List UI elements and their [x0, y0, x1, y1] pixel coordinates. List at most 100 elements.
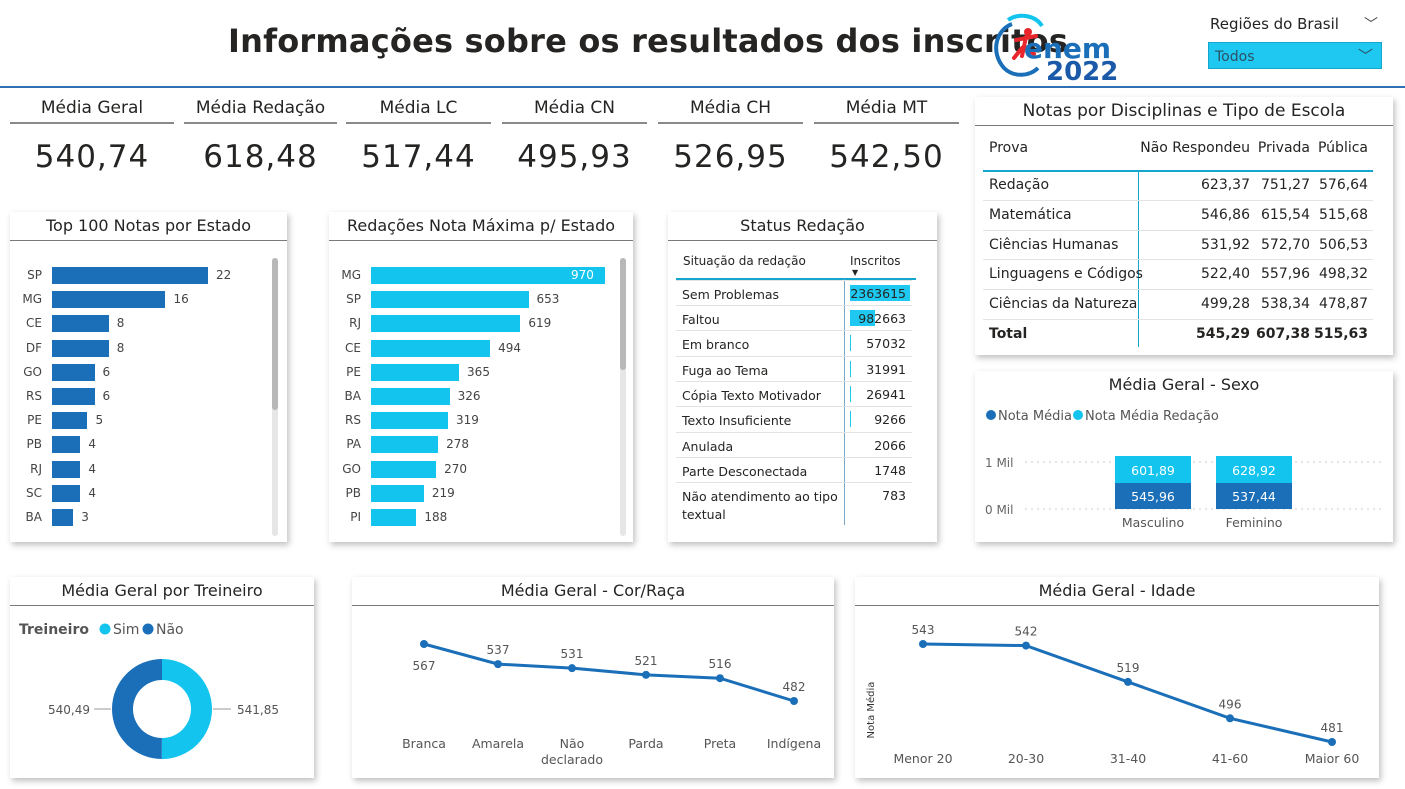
legend-label: Sim	[113, 622, 139, 638]
stack-bar-nota-media	[1216, 483, 1292, 509]
bar-value-label: 545,96	[1131, 489, 1175, 504]
bar-category-label: BA	[344, 389, 361, 403]
col-header-nao-respondeu[interactable]: Não Respondeu	[1140, 140, 1250, 156]
data-value-label: 542	[1015, 625, 1038, 639]
status-redacao-panel[interactable]: Status Redação Situação da redação Inscr…	[668, 212, 937, 542]
status-col-situacao[interactable]: Situação da redação	[683, 254, 806, 268]
row-divider	[983, 229, 1373, 231]
data-point	[420, 640, 428, 648]
bar-value-label: 619	[528, 316, 552, 331]
treineiro-panel[interactable]: Média Geral por Treineiro Treineiro Sim Nã…	[10, 577, 314, 778]
scroll-thumb[interactable]	[272, 258, 278, 410]
kpi-media-cn: Média CN 495,93	[502, 98, 647, 193]
treineiro-chart: Treineiro Sim Não 541,85 540,49	[19, 622, 279, 759]
slicer-collapse-icon[interactable]: ﹀	[1364, 17, 1378, 33]
scrollbar[interactable]	[620, 258, 626, 536]
cell-nao-respondeu: 499,28	[1201, 296, 1250, 313]
cell-nao-respondeu: 522,40	[1201, 266, 1250, 283]
bar-value-label: 188	[424, 510, 448, 524]
x-category-label: Amarela	[472, 736, 524, 751]
scroll-thumb[interactable]	[620, 258, 626, 370]
kpi-value: 542,50	[829, 139, 944, 175]
data-point	[790, 697, 798, 705]
bar-value-label: 4	[88, 461, 96, 476]
bar-category-label: CE	[345, 340, 361, 355]
cell-privada: 557,96	[1261, 266, 1310, 283]
region-slicer-dropdown[interactable]: Todos ﹀	[1208, 42, 1382, 69]
status-row-value: 57032	[866, 336, 906, 351]
disciplinas-panel[interactable]: Notas por Disciplinas e Tipo de Escola P…	[975, 97, 1393, 355]
bar-category-label: PB	[26, 437, 42, 452]
panel-title: Top 100 Notas por Estado	[10, 212, 287, 241]
disciplina-name: Matemática	[989, 206, 1072, 223]
x-category-label: Indígena	[767, 736, 821, 751]
bar-category-label: CE	[26, 316, 42, 331]
status-table-row[interactable]: Não atendimento ao tipo textual 783	[676, 482, 912, 524]
x-category-label: 31-40	[1110, 751, 1146, 766]
status-table-row[interactable]: Faltou 982663	[676, 305, 912, 330]
kpi-label: Média CH	[658, 98, 803, 124]
top100-panel[interactable]: Top 100 Notas por Estado SP 22 MG 16 CE 8 DF 8 G…	[10, 212, 287, 542]
bar-value-label: 3	[81, 510, 89, 524]
panel-title: Redações Nota Máxima p/ Estado	[329, 212, 633, 241]
cor-raca-panel[interactable]: Média Geral - Cor/Raça 567 537 531 521 516 48…	[352, 577, 834, 778]
idade-panel[interactable]: Média Geral - Idade 543 542 519 496 481 Menor…	[855, 577, 1379, 778]
bar	[371, 267, 605, 284]
status-table-row[interactable]: Texto Insuficiente 9266	[676, 406, 912, 431]
cell-nao-respondeu: 546,86	[1201, 206, 1250, 223]
bar-value-label: 22	[216, 268, 232, 282]
status-data-bar	[850, 361, 851, 377]
status-row-label: Fuga ao Tema	[682, 363, 769, 378]
total-label: Total	[989, 326, 1028, 342]
bar-category-label: BA	[25, 510, 42, 524]
bar	[371, 509, 417, 526]
sexo-panel[interactable]: Média Geral - Sexo Nota Média Nota Média …	[975, 371, 1393, 542]
bar	[52, 267, 208, 284]
bar-value-label: 219	[431, 485, 455, 500]
cell-privada: 572,70	[1261, 236, 1310, 253]
bar-category-label: SP	[27, 268, 42, 282]
panel-title: Status Redação	[668, 212, 937, 241]
bar-category-label: PE	[27, 413, 42, 428]
total-nao-respondeu: 545,29	[1195, 326, 1250, 342]
data-value-label: 543	[912, 623, 935, 637]
col-header-publica[interactable]: Pública	[1317, 140, 1368, 156]
enem-logo: enem 2022	[990, 10, 1125, 87]
bar-category-label: PA	[346, 437, 361, 452]
status-table-row[interactable]: Cópia Texto Motivador 26941	[676, 381, 912, 406]
data-value-label: 516	[709, 657, 732, 671]
status-table-row[interactable]: Fuga ao Tema 31991	[676, 356, 912, 381]
status-table-row[interactable]: Anulada 2066	[676, 432, 912, 457]
slice-value-label: 540,49	[48, 703, 90, 717]
bar-category-label: GO	[23, 364, 42, 379]
kpi-value: 526,95	[673, 139, 788, 175]
col-header-prova[interactable]: Prova	[989, 140, 1029, 156]
legend-label: Não	[156, 622, 184, 638]
status-row-label: Parte Desconectada	[682, 464, 808, 479]
status-row-value: 982663	[858, 311, 906, 326]
status-col-inscritos[interactable]: Inscritos	[850, 254, 901, 268]
redacoes-panel[interactable]: Redações Nota Máxima p/ Estado MG 970 SP 65…	[329, 212, 633, 542]
cell-publica: 506,53	[1319, 236, 1368, 253]
bar-value-label: 4	[88, 437, 96, 452]
legend-title: Treineiro	[19, 622, 89, 638]
kpi-value: 540,74	[34, 139, 150, 175]
y-axis-label: Nota Média	[865, 682, 877, 739]
status-table-row[interactable]: Em branco 57032	[676, 330, 912, 355]
status-table-row[interactable]: Parte Desconectada 1748	[676, 457, 912, 482]
scrollbar[interactable]	[272, 258, 278, 536]
status-row-label: Não atendimento ao tipo textual	[682, 489, 838, 522]
col-header-privada[interactable]: Privada	[1257, 140, 1310, 156]
sexo-chart: Nota Média Nota Média Redação 1 Mil 0 Mil 54…	[985, 409, 1385, 530]
legend-dot-nota-media	[986, 410, 996, 420]
stack-bar-nota-redacao	[1216, 456, 1292, 483]
status-row-label: Faltou	[682, 312, 720, 327]
logo-text: enem	[1024, 32, 1111, 65]
data-point	[919, 640, 927, 648]
status-row-value: 1748	[874, 463, 906, 478]
row-divider	[983, 259, 1373, 261]
bar-value-label: 601,89	[1131, 463, 1175, 478]
status-table-row[interactable]: Sem Problemas 2363615	[676, 280, 912, 305]
data-point	[494, 660, 502, 669]
legend-dot-sim	[99, 623, 111, 635]
